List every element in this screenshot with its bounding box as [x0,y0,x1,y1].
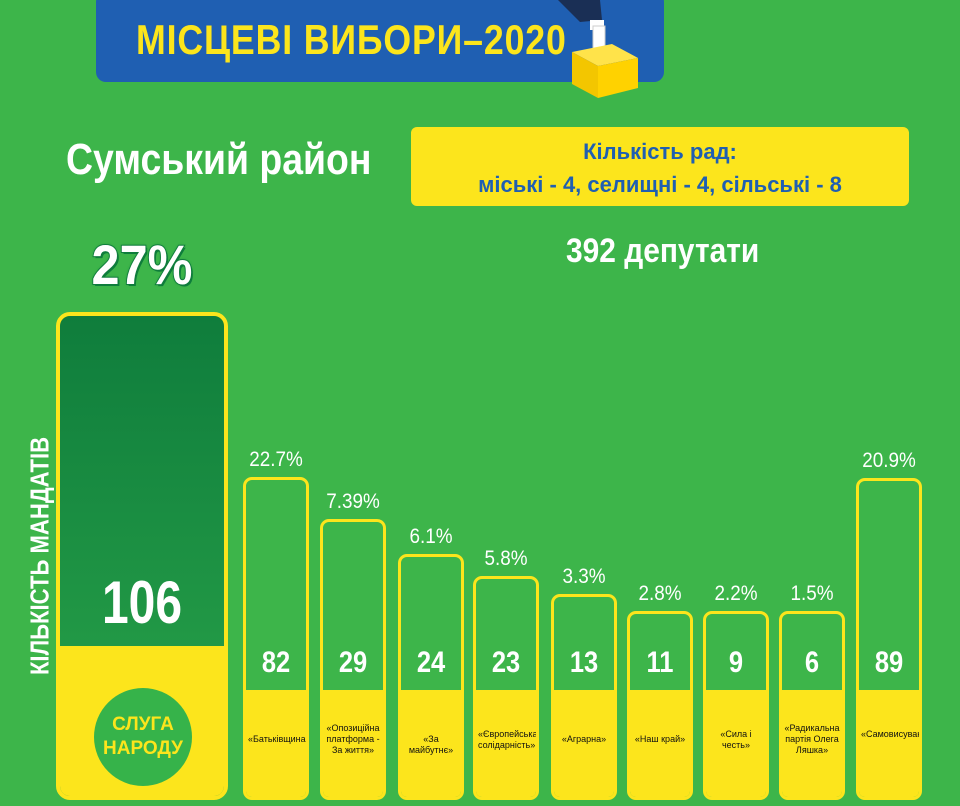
y-axis-label: КІЛЬКІСТЬ МАНДАТІВ [24,436,55,676]
bar-percent-2: 7.39% [326,490,380,513]
bar-value-8: 6 [804,646,820,679]
bar-value-0: 106 [101,569,183,636]
bar-value-1: 82 [261,646,291,679]
party-label-6: «Наш край» [634,734,686,744]
bar-6: «Наш край» [627,611,693,800]
party-label-1: «Батьківщина» [248,734,309,744]
ballot-box-icon [558,0,638,98]
bar-value-4: 23 [491,646,521,679]
party-label-9: «Самовисуванці» [861,728,922,739]
councils-heading: Кількість рад: [583,139,737,164]
party-label-4: «Європейська солідарність» [478,728,538,750]
bar-percent-4: 5.8% [484,547,528,570]
deputies-total: 392 депутати [566,232,760,270]
bar-1: «Батьківщина» [243,477,309,800]
councils-breakdown: міські - 4, селищні - 4, сільські - 8 [478,172,842,197]
councils-box: Кількість рад: міські - 4, селищні - 4, … [411,127,909,206]
bar-percent-5: 3.3% [562,565,606,588]
bar-percent-7: 2.2% [714,582,758,605]
bar-value-7: 9 [728,646,744,679]
party-label-5: «Аграрна» [561,734,607,744]
party-label-3: «За майбутнє» [408,734,454,755]
bar-percent-6: 2.8% [638,582,682,605]
bar-percent-9: 20.9% [862,449,916,472]
bar-percent-0: 27% [91,232,194,297]
bar-percent-8: 1.5% [790,582,834,605]
bar-4: «Європейська солідарність» [473,576,539,800]
bar-percent-1: 22.7% [249,448,303,471]
header-banner [96,0,664,82]
bar-value-9: 89 [874,646,904,679]
party-label-8: «Радикальна партія Олега Ляшка» [784,723,840,755]
bar-3: «За майбутнє» [398,554,464,800]
winner-party-label: СЛУГА НАРОДУ [94,688,192,786]
party-label-2: «Опозиційна платформа - За життя» [326,723,380,755]
bar-5: «Аграрна» [551,594,617,800]
bar-8: «Радикальна партія Олега Ляшка» [779,611,845,800]
district-name: Сумський район [66,135,372,184]
bar-value-3: 24 [416,646,446,679]
bar-percent-3: 6.1% [409,525,453,548]
bar-value-6: 11 [646,646,674,679]
bar-value-5: 13 [569,646,599,679]
bar-9: «Самовисуванці» [856,478,922,800]
bar-7: «Сила і честь» [703,611,769,800]
bar-value-2: 29 [338,646,368,679]
page-title: МІСЦЕВІ ВИБОРИ–2020 [136,16,567,63]
bar-2: «Опозиційна платформа - За життя» [320,519,386,800]
party-label-7: «Сила і честь» [720,728,752,750]
